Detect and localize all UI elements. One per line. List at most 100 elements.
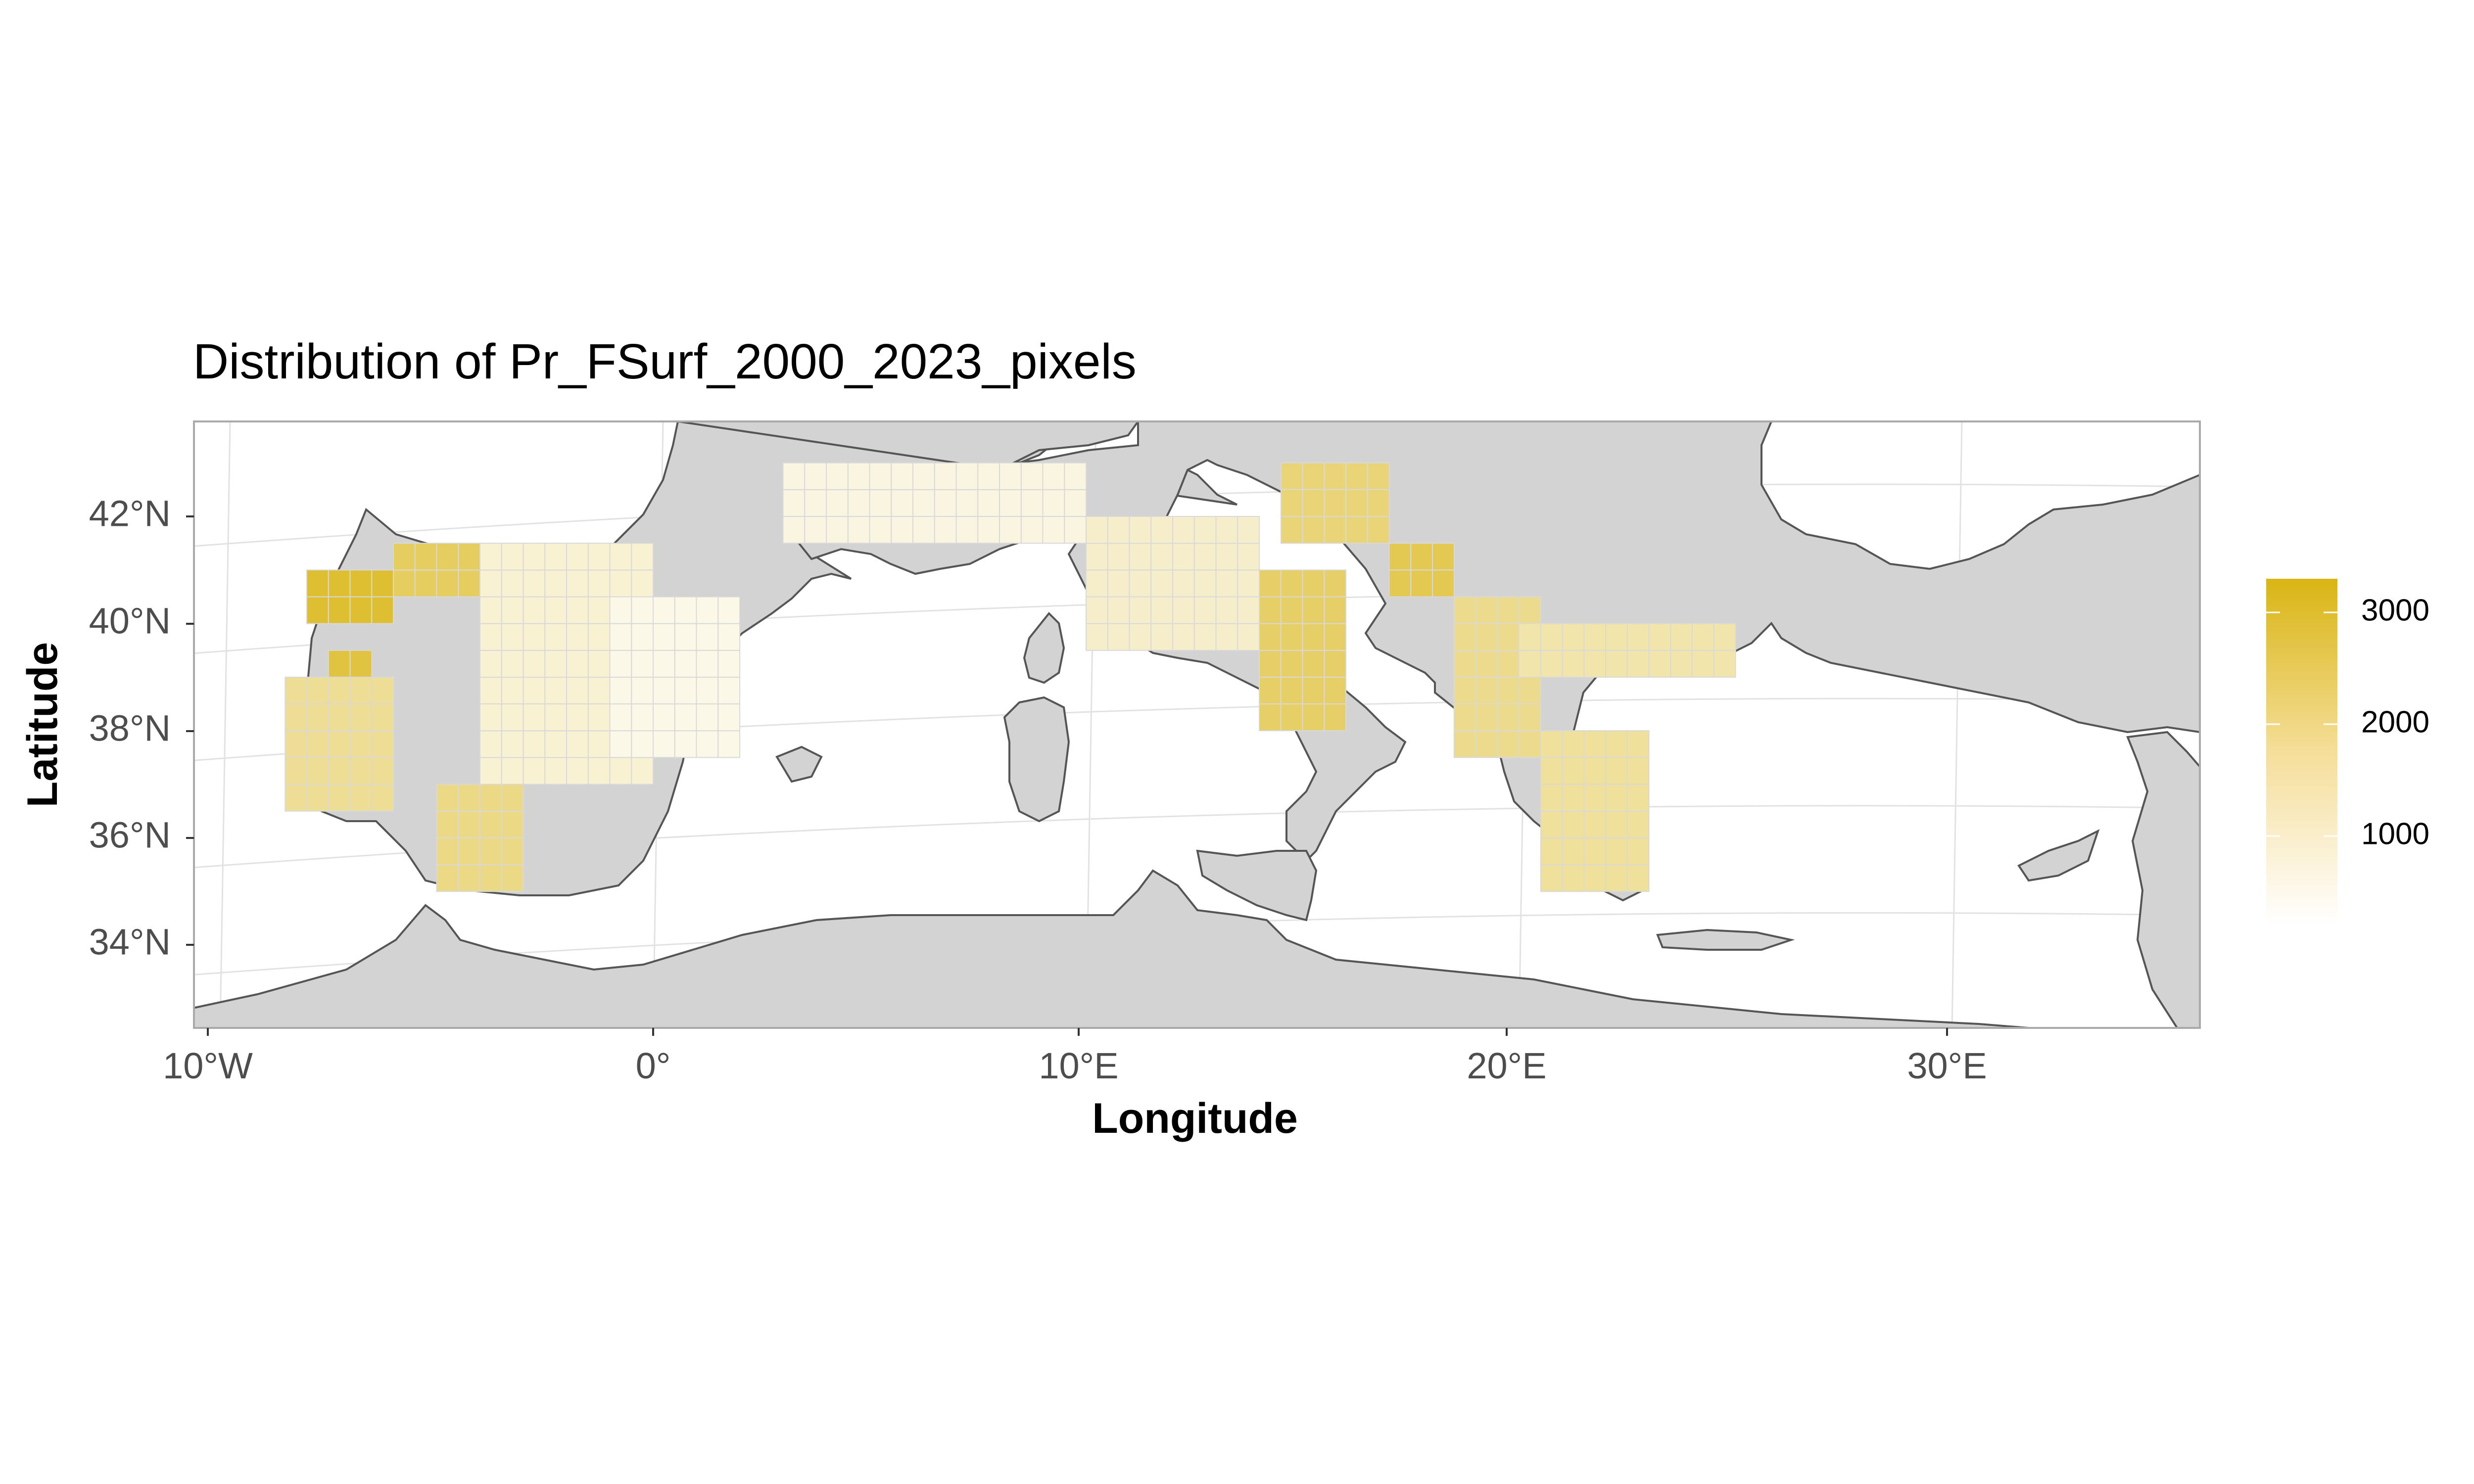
heatmap-cell xyxy=(934,462,957,490)
heatmap-cell xyxy=(1086,596,1108,624)
heatmap-cell xyxy=(1692,649,1714,678)
heatmap-cell xyxy=(1453,730,1476,758)
heatmap-cell xyxy=(1042,462,1065,490)
heatmap-cell xyxy=(1280,703,1303,732)
heatmap-cell xyxy=(523,569,546,598)
heatmap-cell xyxy=(912,462,935,490)
heatmap-cell xyxy=(1497,676,1520,705)
heatmap-cell xyxy=(587,649,611,678)
heatmap-cell xyxy=(847,462,870,490)
heatmap-cell xyxy=(696,649,719,678)
heatmap-cell xyxy=(826,489,849,517)
heatmap-cell xyxy=(609,730,632,758)
heatmap-cell xyxy=(501,649,524,678)
heatmap-cell xyxy=(1324,676,1347,705)
heatmap-cell xyxy=(717,730,741,758)
heatmap-cell xyxy=(436,810,459,838)
heatmap-cell xyxy=(544,569,568,598)
heatmap-cell xyxy=(458,864,481,892)
colorbar-tick-label: 3000 xyxy=(2361,593,2429,627)
heatmap-cell xyxy=(1713,623,1736,651)
heatmap-cell xyxy=(1583,649,1607,678)
heatmap-cell xyxy=(306,730,329,758)
x-tick-label: 0° xyxy=(636,1045,671,1086)
y-axis: 42°N 40°N 38°N 36°N 34°N Latitude xyxy=(19,493,194,963)
heatmap-cell xyxy=(1129,516,1152,544)
heatmap-cell xyxy=(328,703,351,732)
heatmap-cell xyxy=(869,462,892,490)
heatmap-cell xyxy=(782,489,806,517)
heatmap-cell xyxy=(1302,462,1325,490)
heatmap-cell xyxy=(1453,676,1476,705)
heatmap-cell xyxy=(1280,596,1303,624)
heatmap-cell xyxy=(1388,543,1412,571)
heatmap-cell xyxy=(1540,730,1563,758)
heatmap-cell xyxy=(1064,516,1087,544)
heatmap-cell xyxy=(847,516,870,544)
heatmap-cell xyxy=(501,569,524,598)
heatmap-cell xyxy=(1237,623,1260,651)
heatmap-cell xyxy=(349,649,373,678)
heatmap-cell xyxy=(436,837,459,865)
heatmap-cell xyxy=(523,623,546,651)
heatmap-cell xyxy=(458,543,481,571)
heatmap-cell xyxy=(717,623,741,651)
heatmap-cell xyxy=(1345,489,1368,517)
heatmap-cell xyxy=(847,489,870,517)
colorbar-tick-label: 1000 xyxy=(2361,817,2429,851)
heatmap-cell xyxy=(1345,516,1368,544)
colorbar-tick-2000: 2000 xyxy=(2266,705,2429,739)
heatmap-cell xyxy=(1259,676,1282,705)
heatmap-cell xyxy=(566,757,589,785)
heatmap-cell xyxy=(501,757,524,785)
heatmap-cell xyxy=(566,596,589,624)
heatmap-cell xyxy=(285,676,308,705)
heatmap-cell xyxy=(544,703,568,732)
y-tick-42: 42°N xyxy=(89,493,194,534)
heatmap-cell xyxy=(1215,543,1238,571)
heatmap-cell xyxy=(501,810,524,838)
x-axis-title: Longitude xyxy=(1092,1095,1298,1142)
heatmap-cell xyxy=(653,623,675,651)
heatmap-cell xyxy=(1497,730,1520,758)
heatmap-cell xyxy=(523,703,546,732)
heatmap-cell xyxy=(1605,864,1628,892)
heatmap-cell xyxy=(1540,649,1563,678)
y-tick-34: 34°N xyxy=(89,922,194,963)
heatmap-cell xyxy=(566,623,589,651)
heatmap-cell xyxy=(1324,569,1347,598)
heatmap-cell xyxy=(566,703,589,732)
heatmap-cell xyxy=(1540,837,1563,865)
heatmap-cell xyxy=(479,757,502,785)
heatmap-cell xyxy=(349,596,373,624)
heatmap-cell xyxy=(1193,569,1217,598)
heatmap-cell xyxy=(1626,784,1650,812)
heatmap-cell xyxy=(869,516,892,544)
heatmap-cell xyxy=(1042,516,1065,544)
heatmap-cell xyxy=(501,596,524,624)
heatmap-cell xyxy=(587,569,611,598)
heatmap-cell xyxy=(717,676,741,705)
heatmap-cell xyxy=(1215,596,1238,624)
heatmap-cell xyxy=(371,757,394,785)
heatmap-cell xyxy=(371,569,394,598)
heatmap-cell xyxy=(955,489,979,517)
heatmap-cell xyxy=(523,730,546,758)
heatmap-cell xyxy=(306,569,329,598)
heatmap-cell xyxy=(609,757,632,785)
heatmap-cell xyxy=(544,649,568,678)
heatmap-cell xyxy=(1302,676,1325,705)
heatmap-cell xyxy=(1367,489,1390,517)
heatmap-cell xyxy=(1605,757,1628,785)
heatmap-cell xyxy=(1626,757,1650,785)
heatmap-cell xyxy=(523,543,546,571)
heatmap-cell xyxy=(804,462,827,490)
heatmap-cell xyxy=(1605,784,1628,812)
heatmap-cell xyxy=(1562,864,1585,892)
heatmap-cell xyxy=(1367,516,1390,544)
heatmap-cell xyxy=(566,676,589,705)
heatmap-cell xyxy=(587,596,611,624)
heatmap-cell xyxy=(1540,784,1563,812)
x-tick-20e: 20°E xyxy=(1467,1028,1547,1086)
heatmap-cell xyxy=(826,462,849,490)
